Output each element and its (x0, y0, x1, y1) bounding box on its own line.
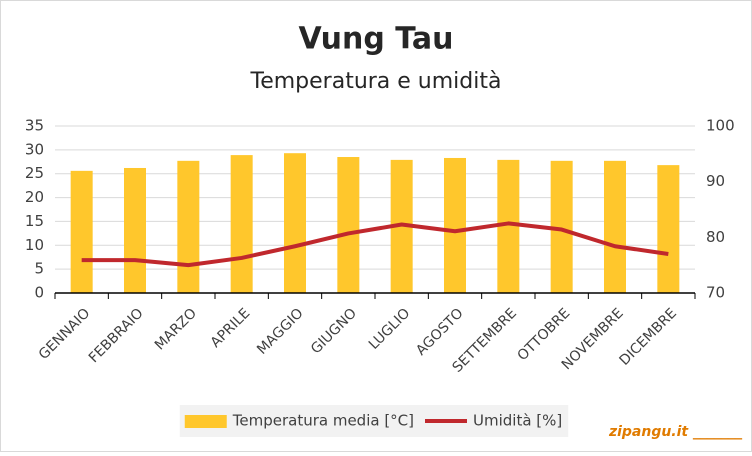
y-tick-label: 35 (25, 117, 44, 135)
bar (550, 160, 573, 293)
y-tick-label: 10 (25, 236, 44, 254)
legend-label: Umidità [%] (473, 412, 562, 430)
bar (604, 160, 626, 293)
line-series (81, 221, 669, 268)
bar (657, 165, 680, 293)
y-tick-label: 30 (25, 140, 44, 158)
watermark: zipangu.it _______ (608, 424, 743, 440)
chart-subtitle: Temperatura e umidità (250, 69, 502, 94)
y2-tick-label: 90 (706, 172, 725, 190)
legend-label: Temperatura media [°C] (232, 412, 414, 430)
y-tick-label: 15 (25, 212, 44, 230)
y-tick-label: 20 (25, 188, 44, 206)
legend: Temperatura media [°C] Umidità [%] (179, 405, 569, 437)
legend-box (179, 405, 569, 437)
bar (444, 157, 466, 293)
y2-tick-label: 80 (706, 228, 725, 246)
bar (230, 155, 253, 293)
y-tick-label: 5 (34, 260, 44, 278)
bar (497, 159, 520, 293)
y2-tick-label: 70 (706, 284, 725, 302)
bar (177, 160, 200, 293)
bar (70, 170, 93, 293)
bar (284, 153, 306, 293)
bar (337, 157, 360, 293)
y-tick-label: 0 (34, 284, 44, 302)
chart-title: Vung Tau (299, 22, 454, 57)
legend-swatch (184, 415, 227, 428)
bar (124, 167, 146, 293)
y2-tick-label: 100 (706, 117, 735, 135)
y-tick-label: 25 (25, 164, 44, 182)
